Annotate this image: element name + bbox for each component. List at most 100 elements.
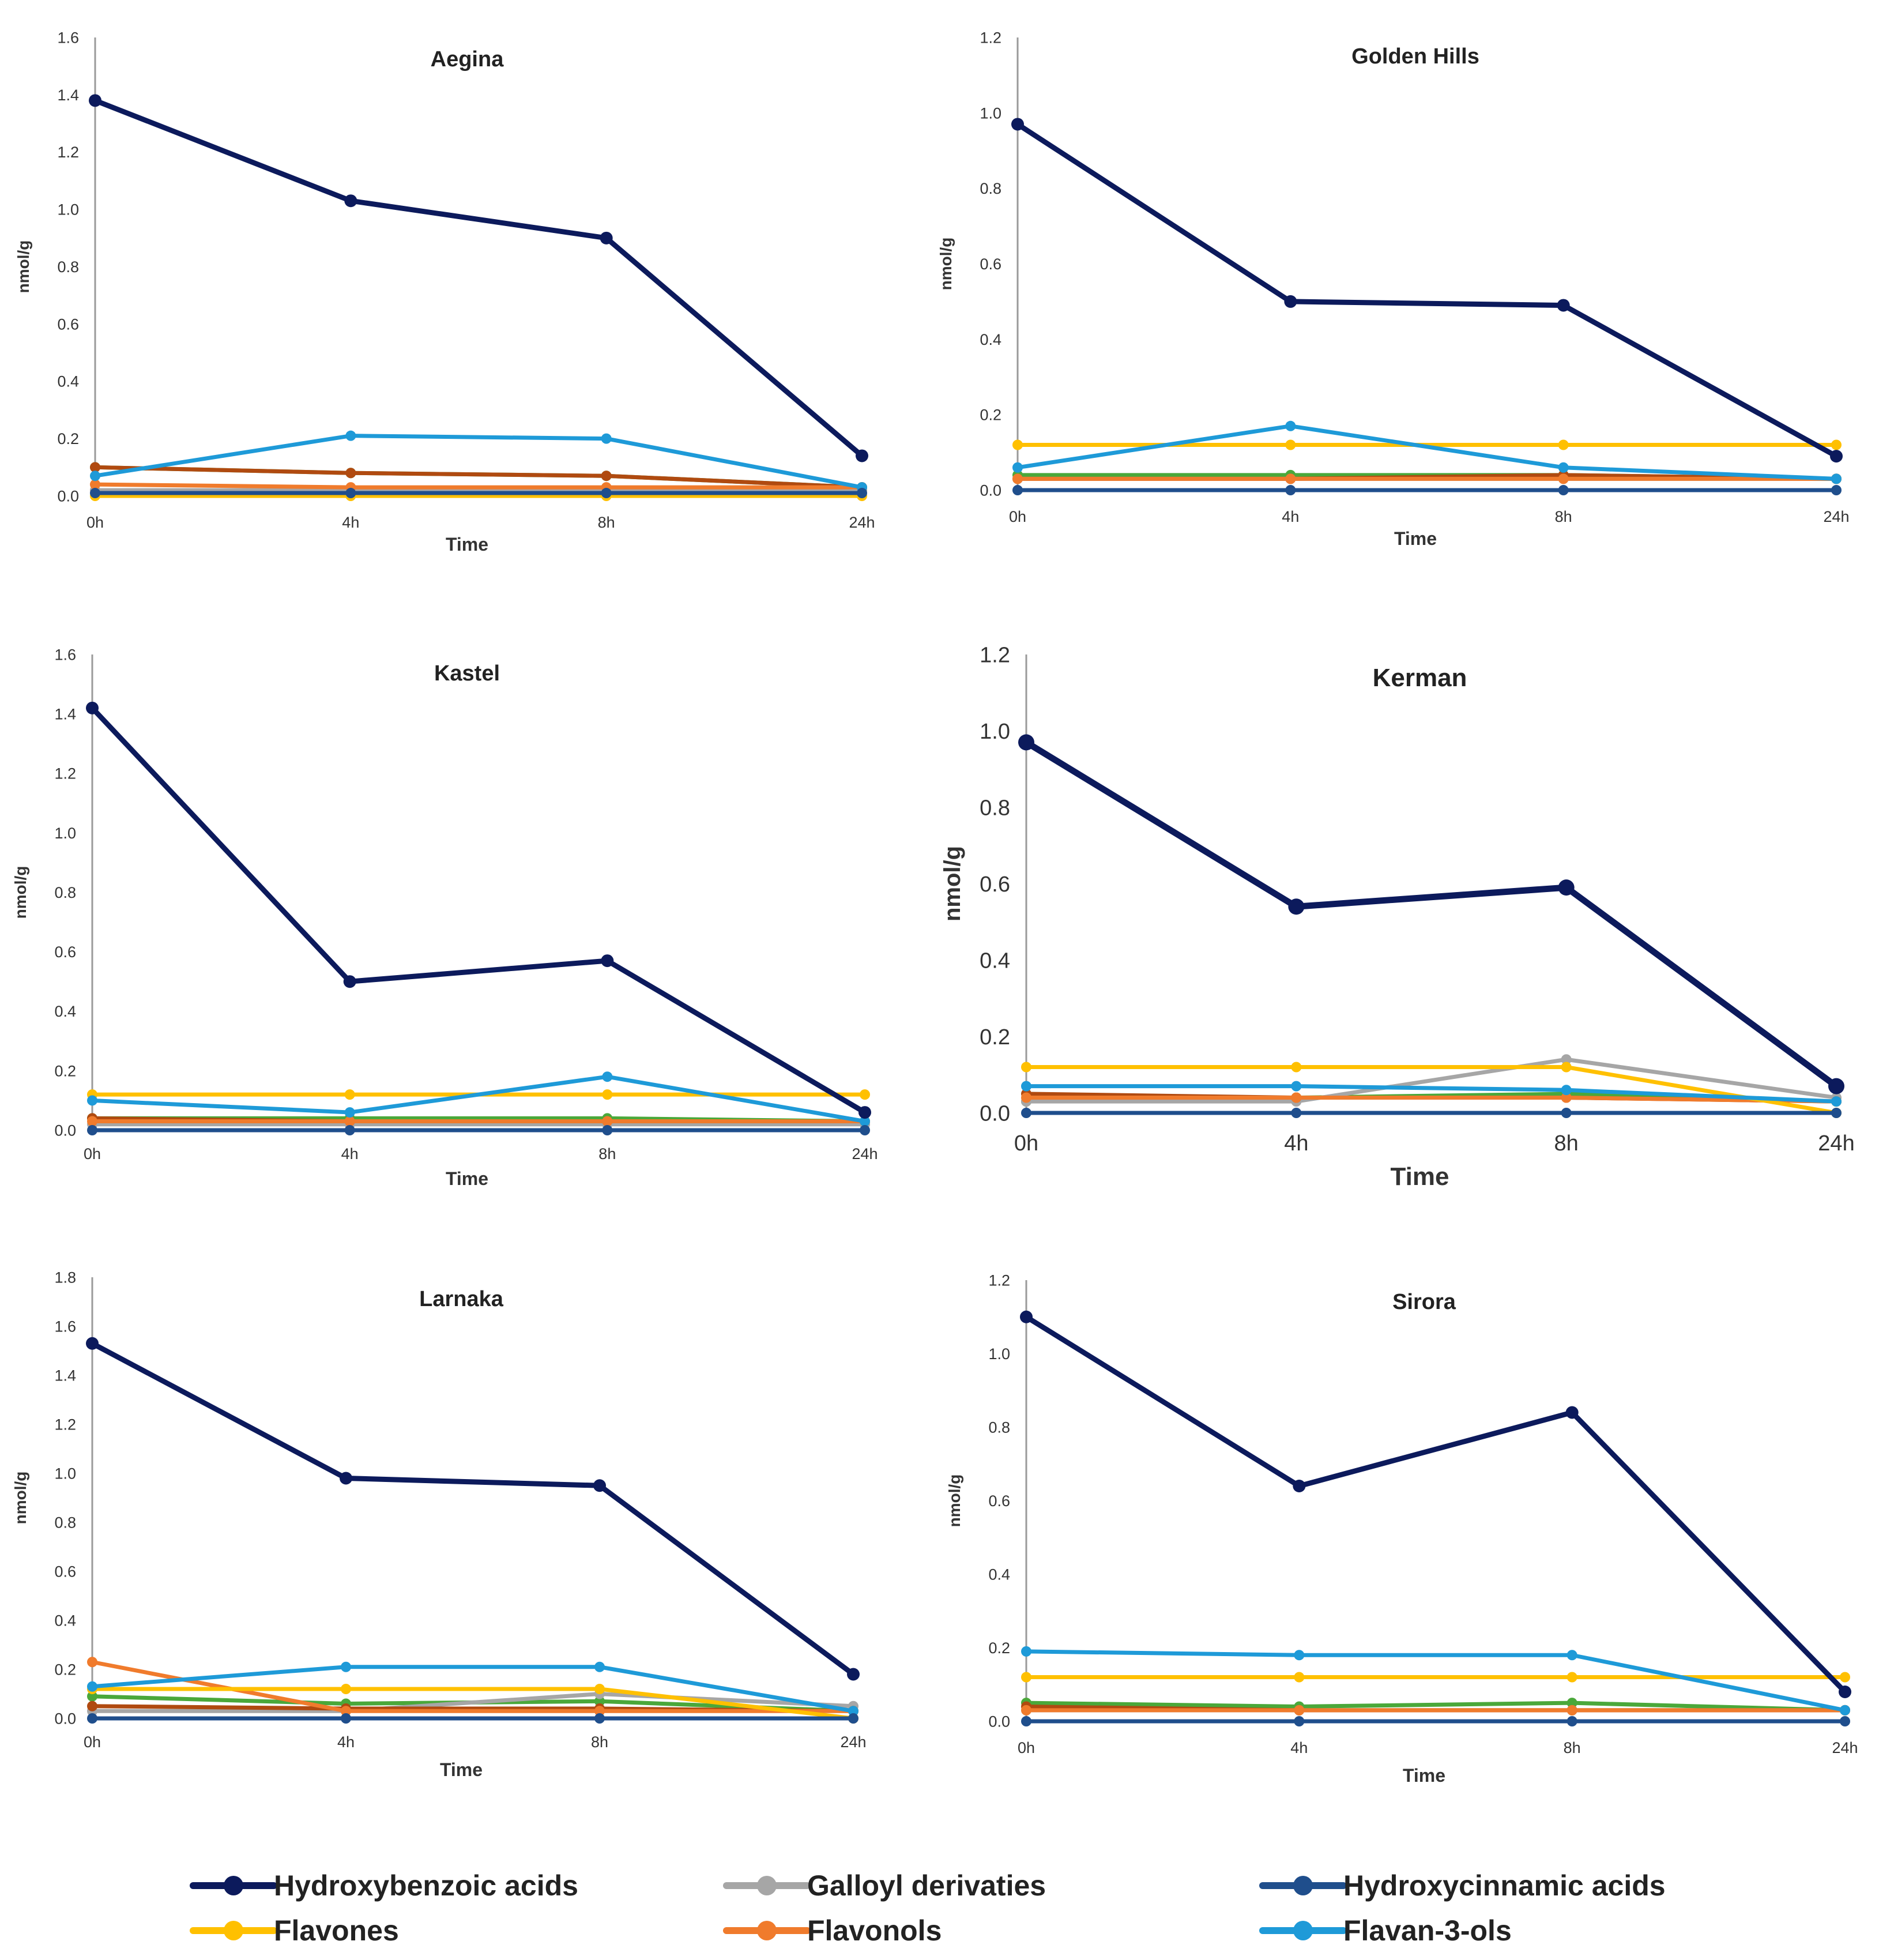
- y-axis-title: nmol/g: [14, 240, 32, 294]
- x-tick-label: 8h: [598, 514, 615, 531]
- y-tick-label: 1.0: [54, 1465, 76, 1482]
- series-line-hydroxybenzoic: [1025, 739, 1839, 1089]
- data-point-hydroxycinnamic: [344, 1125, 355, 1135]
- x-tick-label: 0h: [84, 1733, 101, 1751]
- data-point-flavonols: [1294, 1705, 1305, 1716]
- data-point-flavonols: [1285, 473, 1296, 484]
- legend-label: Galloyl derivaties: [807, 1869, 1046, 1902]
- x-axis-title: Time: [446, 534, 488, 555]
- series-line-hydroxybenzoic: [1025, 1314, 1847, 1694]
- data-point-flavones: [344, 1089, 355, 1100]
- y-tick-label: 0.4: [988, 1566, 1010, 1583]
- data-point-flavonols: [1291, 1092, 1302, 1103]
- legend-item-hydroxybenzoic: Hydroxybenzoic acids: [190, 1869, 578, 1902]
- data-point-hydroxycinnamic: [87, 1713, 97, 1724]
- x-axis-title: Time: [446, 1168, 488, 1189]
- data-point-flavonols: [1012, 473, 1023, 484]
- y-tick-label: 0.2: [54, 1661, 76, 1678]
- data-point-hydroxybenzoic: [1011, 118, 1024, 131]
- y-tick-label: 0.8: [980, 796, 1010, 820]
- y-axis-title: nmol/g: [937, 238, 955, 291]
- data-point-hydroxycinnamic: [90, 488, 100, 499]
- y-tick-label: 0.0: [988, 1713, 1010, 1730]
- y-tick-label: 0.6: [988, 1492, 1010, 1510]
- data-point-brown: [345, 468, 356, 479]
- legend-label: Flavonols: [807, 1914, 942, 1947]
- series-line-hydroxybenzoic: [90, 706, 867, 1115]
- x-tick-label: 0h: [1014, 1131, 1038, 1156]
- legend-item-flavones: Flavones: [190, 1914, 399, 1947]
- data-point-hydroxycinnamic: [341, 1713, 351, 1724]
- data-point-hydroxybenzoic: [1839, 1686, 1851, 1698]
- data-point-hydroxybenzoic: [1565, 1406, 1579, 1419]
- chart-title: Kastel: [434, 661, 500, 686]
- data-point-flavonols: [87, 1657, 97, 1668]
- data-point-flavones: [1567, 1672, 1577, 1683]
- y-tick-label: 1.4: [57, 86, 79, 104]
- data-point-flavan3ols: [341, 1661, 351, 1672]
- y-tick-label: 0.8: [54, 884, 76, 901]
- data-point-hydroxybenzoic: [86, 701, 99, 714]
- data-point-hydroxybenzoic: [1288, 898, 1305, 915]
- y-tick-label: 1.2: [54, 765, 76, 783]
- y-tick-label: 0.8: [988, 1419, 1010, 1436]
- data-point-flavones: [1021, 1062, 1031, 1073]
- data-point-hydroxybenzoic: [1828, 1078, 1844, 1094]
- chart-panel: 0.0 0.2 0.4 0.6 0.8 1.0 1.2 0h 4h 8h 24h Time nmol/g…: [940, 643, 1855, 1191]
- data-point-flavan3ols: [1831, 473, 1842, 484]
- data-point-flavan3ols: [1294, 1650, 1305, 1661]
- series-line-hydroxybenzoic: [91, 1341, 855, 1677]
- data-point-flavones: [602, 1089, 613, 1100]
- x-tick-label: 0h: [1009, 508, 1026, 525]
- y-tick-label: 1.0: [980, 104, 1001, 122]
- data-point-flavan3ols: [860, 1116, 870, 1127]
- x-tick-label: 8h: [1554, 1131, 1579, 1156]
- data-point-hydroxybenzoic: [1284, 295, 1297, 308]
- x-tick-label: 24h: [840, 1733, 866, 1751]
- y-tick-label: 0.2: [54, 1062, 76, 1079]
- data-point-flavones: [1558, 439, 1569, 450]
- y-axis-title: nmol/g: [12, 866, 29, 919]
- y-tick-label: 0.0: [54, 1710, 76, 1727]
- series-line-flavones: [1026, 1065, 1837, 1115]
- x-tick-label: 4h: [1284, 1131, 1308, 1156]
- data-point-hydroxycinnamic: [1567, 1716, 1577, 1726]
- data-point-flavones: [1012, 439, 1023, 450]
- data-point-flavonols: [90, 479, 100, 490]
- data-point-hydroxycinnamic: [1840, 1716, 1850, 1726]
- y-tick-label: 1.4: [54, 706, 76, 723]
- data-point-flavan3ols: [1012, 462, 1023, 473]
- data-point-flavones: [1840, 1672, 1850, 1683]
- legend-swatch-marker: [224, 1921, 243, 1940]
- data-point-flavones: [1561, 1062, 1572, 1073]
- y-tick-label: 0.8: [54, 1514, 76, 1531]
- data-point-hydroxybenzoic: [1293, 1480, 1306, 1492]
- data-point-flavonols: [1567, 1705, 1577, 1716]
- data-point-flavonols: [602, 1116, 613, 1127]
- y-tick-label: 0.6: [54, 943, 76, 961]
- y-tick-label: 0.0: [54, 1122, 76, 1139]
- x-tick-label: 4h: [1282, 508, 1299, 525]
- y-axis-title: nmol/g: [940, 846, 965, 921]
- series-line-flavonols: [95, 482, 862, 490]
- data-point-flavan3ols: [344, 1107, 355, 1118]
- data-point-flavan3ols: [602, 1071, 613, 1082]
- chart-panel: 0.0 0.2 0.4 0.6 0.8 1.0 1.2 0h 4h 8h 24h Time nmol/g…: [946, 1271, 1858, 1786]
- data-point-hydroxybenzoic: [343, 975, 356, 988]
- series-line-hydroxybenzoic: [1016, 122, 1838, 459]
- data-point-flavonols: [1561, 1092, 1572, 1103]
- legend: Hydroxybenzoic acids Galloyl derivaties Hy…: [190, 1869, 1666, 1947]
- data-point-hydroxycinnamic: [1294, 1716, 1305, 1726]
- y-tick-label: 0.6: [57, 315, 79, 333]
- series-line-flavan3ols: [1026, 1649, 1846, 1713]
- y-tick-label: 1.0: [57, 201, 79, 219]
- series-line-flavan3ols: [92, 1665, 854, 1713]
- x-tick-label: 24h: [1818, 1131, 1854, 1156]
- x-tick-label: 4h: [337, 1733, 355, 1751]
- data-point-brown: [87, 1701, 97, 1711]
- data-point-flavan3ols: [1291, 1081, 1302, 1092]
- data-point-flavonols: [87, 1116, 97, 1127]
- data-point-flavonols: [1021, 1092, 1031, 1103]
- data-point-hydroxybenzoic: [1018, 734, 1034, 751]
